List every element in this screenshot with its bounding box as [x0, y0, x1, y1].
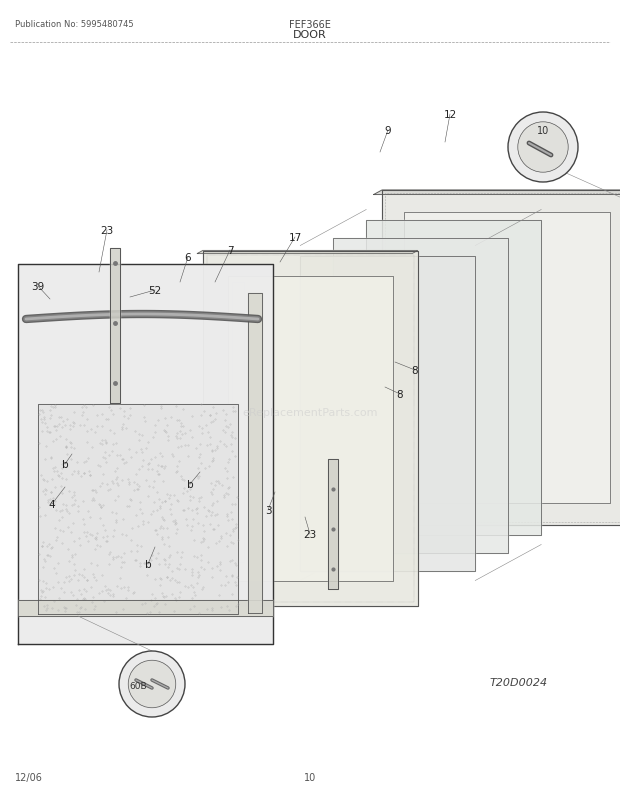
Text: 6: 6 — [185, 253, 192, 263]
Polygon shape — [18, 600, 273, 616]
Text: 3: 3 — [265, 505, 272, 516]
Text: b: b — [187, 480, 193, 489]
Text: b: b — [144, 559, 151, 569]
Polygon shape — [203, 251, 418, 606]
Text: 10: 10 — [304, 772, 316, 782]
Text: 23: 23 — [303, 529, 317, 539]
Polygon shape — [248, 294, 262, 613]
Polygon shape — [328, 460, 338, 589]
Text: 39: 39 — [32, 282, 45, 292]
Text: Publication No: 5995480745: Publication No: 5995480745 — [15, 20, 134, 29]
Polygon shape — [232, 282, 244, 561]
Text: 23: 23 — [100, 225, 113, 236]
Text: 52: 52 — [148, 286, 162, 296]
Polygon shape — [366, 221, 541, 535]
Polygon shape — [110, 249, 120, 403]
Polygon shape — [374, 191, 620, 195]
Circle shape — [508, 113, 578, 183]
Text: 60B: 60B — [129, 682, 147, 691]
Polygon shape — [300, 256, 476, 571]
Text: T20D0024: T20D0024 — [490, 677, 548, 687]
Polygon shape — [228, 276, 392, 581]
Polygon shape — [404, 213, 610, 504]
Circle shape — [119, 651, 185, 717]
Polygon shape — [38, 404, 238, 614]
Text: 8: 8 — [412, 366, 418, 375]
Circle shape — [518, 123, 568, 173]
Polygon shape — [18, 265, 273, 644]
Circle shape — [128, 660, 175, 708]
Text: 7: 7 — [227, 245, 233, 256]
Text: 4: 4 — [49, 500, 55, 509]
Text: b: b — [61, 460, 68, 469]
Text: 9: 9 — [384, 126, 391, 136]
Text: 8: 8 — [397, 390, 404, 399]
Text: 12: 12 — [443, 110, 456, 119]
Text: eReplacementParts.com: eReplacementParts.com — [242, 407, 378, 418]
Text: FEF366E: FEF366E — [289, 20, 331, 30]
Text: 10: 10 — [537, 126, 549, 136]
Polygon shape — [333, 238, 508, 553]
Text: 12/06: 12/06 — [15, 772, 43, 782]
Text: DOOR: DOOR — [293, 30, 327, 40]
Text: 17: 17 — [288, 233, 301, 243]
Polygon shape — [197, 251, 418, 254]
Polygon shape — [382, 191, 620, 525]
